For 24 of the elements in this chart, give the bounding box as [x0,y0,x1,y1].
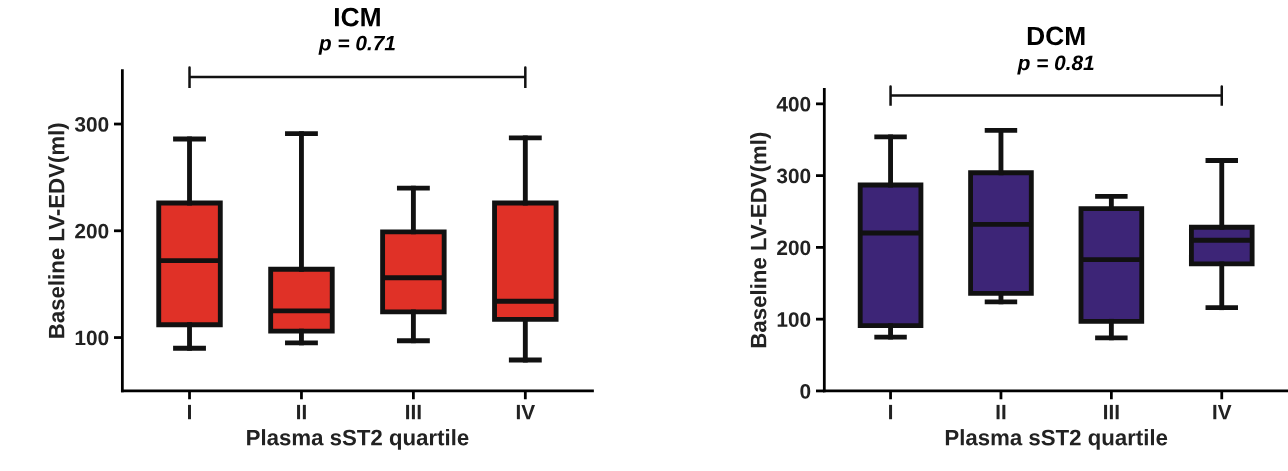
y-tick-label: 0 [800,383,811,399]
y-tick-label: 200 [75,223,109,239]
x-tick-label: II [996,404,1006,420]
y-axis-title: Baseline LV-EDV(ml) [750,132,771,348]
y-tick-label: 300 [776,168,811,184]
y-axis-title: Baseline LV-EDV(ml) [48,123,69,338]
x-tick-label: IV [1213,404,1232,420]
x-tick-label: III [406,404,421,420]
x-axis-title: Plasma sST2 quartile [945,429,1168,450]
text: p = 0.71 [318,35,395,55]
x-tick-label: III [1104,404,1119,420]
y-tick-label: 300 [74,117,109,132]
x-tick-label: IV [516,404,536,420]
y-tick-label: 100 [777,312,811,327]
x-axis-title: Plasma sST2 quartile [247,429,469,450]
chart-title: ICM [335,7,380,27]
y-tick-label: 400 [776,96,811,112]
y-tick-label: 100 [75,330,109,346]
x-tick-label: I [188,404,192,420]
x-tick-label: I [889,404,893,420]
chart-title: DCM [1027,26,1085,46]
x-tick-label: II [297,404,306,420]
y-tick-label: 200 [777,240,811,256]
text: p = 0.81 [1017,55,1094,75]
